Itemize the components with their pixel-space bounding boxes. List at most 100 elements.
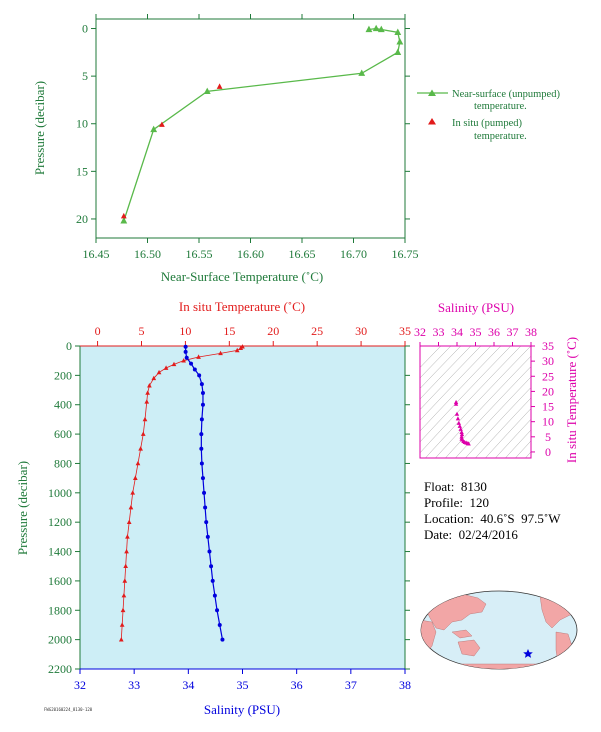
ts-density-contour xyxy=(420,346,502,432)
legend-label-unpumped-1: Near-surface (unpumped) xyxy=(452,89,560,100)
legend-label-pumped-2: temperature. xyxy=(474,131,527,142)
legend-marker-unpumped xyxy=(428,89,436,96)
chart2-temperature-point xyxy=(163,365,169,370)
chart2-salinity-point xyxy=(200,390,205,395)
chart2-temperature-point xyxy=(135,460,141,466)
ts-point xyxy=(459,434,464,439)
chart1-x-label: Near-Surface Temperature (˚C) xyxy=(161,269,323,284)
ts-x-tick-label: 35 xyxy=(470,325,482,339)
chart2-top-label: In situ Temperature (˚C) xyxy=(179,299,305,314)
chart2-salinity-point xyxy=(217,622,222,627)
legend-label-pumped-1: In situ (pumped) xyxy=(452,118,522,129)
chart2-salinity-point xyxy=(207,549,212,554)
chart2-bottom-tick-label: 35 xyxy=(237,678,249,692)
chart2-y-tick-label: 2200 xyxy=(48,662,72,676)
ts-x-tick-label: 37 xyxy=(507,325,519,339)
ts-density-contour xyxy=(475,397,531,458)
chart2-salinity-point xyxy=(202,490,207,495)
chart2-y-tick-label: 200 xyxy=(54,368,72,382)
chart1-y-tick-label: 20 xyxy=(76,212,88,226)
chart1-unpumped-point xyxy=(365,25,373,33)
ts-y-tick-label: 10 xyxy=(542,415,554,429)
chart1-pumped-point xyxy=(216,83,223,89)
chart2-y-tick-label: 0 xyxy=(66,339,72,353)
chart2-temperature-point xyxy=(118,637,124,642)
chart2-bottom-label: Salinity (PSU) xyxy=(204,702,280,717)
chart1-unpumped-point xyxy=(394,28,402,35)
chart1-x-ticks: 16.45 16.50 16.55 16.60 16.65 16.70 16.75 xyxy=(83,14,419,261)
ts-density-contour xyxy=(420,346,492,421)
chart2-salinity-point xyxy=(199,417,204,422)
chart2-bottom-tick-label: 36 xyxy=(291,678,303,692)
chart2-salinity-point xyxy=(200,402,205,407)
chart1-y-tick-label: 0 xyxy=(82,22,88,36)
chart2-y-tick-label: 600 xyxy=(54,427,72,441)
map-australia xyxy=(457,639,481,657)
chart2-salinity-point xyxy=(189,361,194,366)
chart2-top-tick-label: 30 xyxy=(355,324,367,338)
chart2-salinity-point xyxy=(183,349,188,354)
chart2-temperature-point xyxy=(144,399,150,404)
chart2-temperature-point xyxy=(138,446,143,451)
chart2-temperature-point xyxy=(234,347,240,353)
chart2-salinity-point xyxy=(204,520,209,525)
chart2-temperature-point xyxy=(130,490,136,495)
chart2-salinity-point xyxy=(199,461,204,466)
chart2-frame xyxy=(79,345,406,670)
float-info: Float: 8130 Profile: 120 Location: 40.6˚… xyxy=(424,479,560,543)
ts-x-tick-label: 38 xyxy=(525,325,537,339)
chart1-unpumped-point xyxy=(377,25,385,33)
chart1-unpumped-point xyxy=(394,48,402,55)
chart2-y-tick-label: 1400 xyxy=(48,545,72,559)
ts-point xyxy=(454,411,460,416)
chart2-temperature-point xyxy=(132,475,138,480)
chart1-y-tick-label: 10 xyxy=(76,117,88,131)
chart2-bottom-tick-label: 32 xyxy=(74,678,86,692)
chart2-y-label: Pressure (decibar) xyxy=(15,461,30,555)
chart2-y-tick-label: 2000 xyxy=(48,633,72,647)
ts-density-contours xyxy=(420,346,531,458)
chart2-temperature-point xyxy=(238,345,244,351)
near-surface-chart: 16.45 16.50 16.55 16.60 16.65 16.70 16.75 0 5 10… xyxy=(32,14,560,284)
chart2-salinity-point xyxy=(183,344,188,349)
chart2-bottom-tick-label: 38 xyxy=(399,678,411,692)
chart1-y-label: Pressure (decibar) xyxy=(32,81,47,175)
chart2-top-tick-label: 5 xyxy=(138,324,144,338)
ts-y-tick-label: 25 xyxy=(542,369,554,383)
ts-density-contour xyxy=(495,418,531,458)
map-antarctica xyxy=(421,663,577,669)
ts-density-contour xyxy=(485,408,531,458)
chart2-salinity-point xyxy=(199,432,204,437)
chart1-y-ticks: 0 5 10 15 20 xyxy=(76,22,410,226)
ts-point xyxy=(458,426,463,431)
chart2-salinity-point xyxy=(199,382,204,387)
ts-x-tick-label: 36 xyxy=(488,325,500,339)
chart2-top-tick-label: 25 xyxy=(311,324,323,338)
chart2-temperature-point xyxy=(147,383,152,388)
ts-density-contour xyxy=(445,366,531,458)
ts-density-contour xyxy=(455,376,531,458)
map-indonesia xyxy=(451,629,473,639)
chart1-unpumped-point xyxy=(396,38,404,45)
ts-y-tick-label: 15 xyxy=(542,400,554,414)
chart2-temperature-point xyxy=(156,369,162,375)
profile-chart: 0200400600800100012001400160018002000220… xyxy=(15,299,411,717)
ts-x-tick-label: 34 xyxy=(451,325,463,339)
chart1-y-tick-label: 15 xyxy=(76,164,88,178)
chart2-y-tick-label: 1600 xyxy=(48,574,72,588)
chart2-series xyxy=(118,344,245,642)
ts-point xyxy=(457,423,462,428)
chart1-y-tick-label: 5 xyxy=(82,69,88,83)
chart2-salinity-point xyxy=(210,578,215,583)
footer-code: FWG20160224_8130-120 xyxy=(44,707,93,712)
ts-point xyxy=(456,420,462,425)
chart2-temperature-point xyxy=(151,375,157,381)
chart2-top-tick-label: 10 xyxy=(179,324,191,338)
ts-point xyxy=(453,401,459,406)
chart2-temperature-point xyxy=(196,354,201,359)
profile-date: Date: 02/24/2016 xyxy=(424,527,518,542)
chart1-unpumped-point xyxy=(120,217,128,224)
chart1-unpumped-line xyxy=(123,27,401,222)
chart2-salinity-point xyxy=(184,355,189,360)
